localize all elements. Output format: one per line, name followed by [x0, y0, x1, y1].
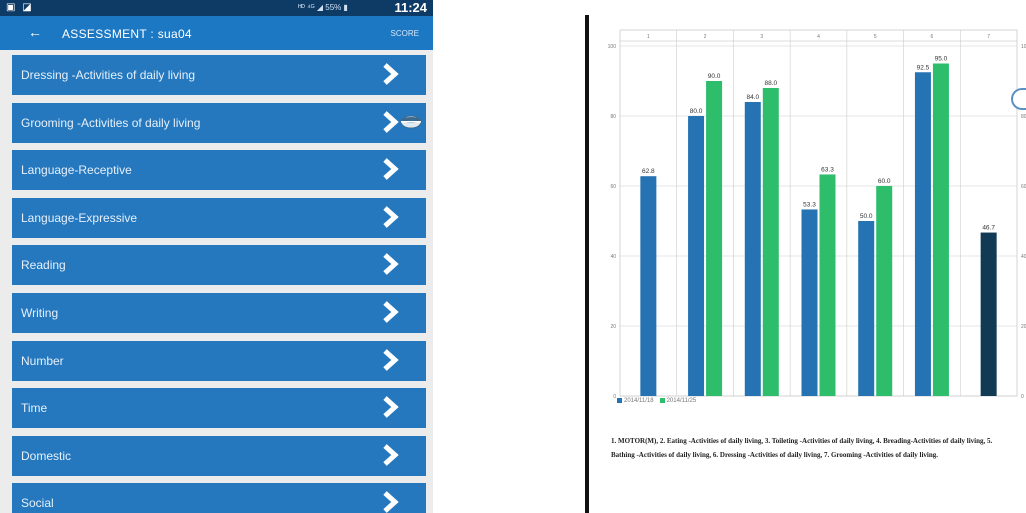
legend-item: 2014/11/25 [659, 398, 697, 405]
list-item-label: Time [21, 401, 48, 416]
list-item[interactable]: Number [12, 340, 426, 381]
chevron-right-icon [380, 490, 402, 513]
data-label: 90.0 [708, 73, 721, 80]
x-tick-label: 4 [817, 34, 820, 40]
list-item[interactable]: Dressing -Activities of daily living [12, 55, 426, 95]
x-tick-label: 7 [987, 34, 990, 40]
list-item-label: Writing [21, 305, 59, 320]
chevron-right-icon [380, 205, 402, 229]
score-button[interactable]: SCORE [390, 29, 419, 38]
scroll-handle[interactable] [1011, 88, 1026, 110]
y-tick-label: 40 [610, 254, 616, 260]
legend-label: 2014/11/18 [624, 398, 654, 405]
bar [640, 176, 657, 396]
bar-chart: 0 0 20 20 40 40 60 60 80 80 100 100 1 2 3 4 5 6 7 62.8 80.0 9… [593, 0, 1026, 513]
list-item-label: Domestic [21, 448, 72, 463]
list-item[interactable]: Time [12, 388, 426, 429]
list-item-label: Number [21, 353, 64, 368]
chevron-right-icon [380, 62, 402, 86]
y-tick-label: 60 [610, 184, 616, 190]
status-bar: ▣ ◪ ᴴᴰ ⁴ᴳ ◢ 55% ▮ 11:24 [0, 0, 433, 16]
y-tick-label-right: 100 [1021, 44, 1026, 50]
list-item[interactable]: Grooming -Activities of daily living [12, 102, 426, 143]
app-bar: ← ASSESSMENT : sua04 SCORE [0, 16, 433, 50]
chevron-right-icon [380, 110, 402, 134]
list-item[interactable]: Domestic [12, 435, 426, 476]
list-item[interactable]: Language-Receptive [12, 150, 426, 191]
data-label: 92.5 [917, 64, 930, 71]
chevron-right-icon [380, 157, 402, 181]
phone-screenshot: ▣ ◪ ᴴᴰ ⁴ᴳ ◢ 55% ▮ 11:24 ← ASSESSMENT : s… [0, 0, 433, 513]
chart-caption: 1. MOTOR(M), 2. Eating -Activities of da… [611, 437, 993, 459]
bar [858, 221, 875, 396]
chevron-right-icon [380, 395, 402, 419]
chart-legend: 2014/11/18 2014/11/25 [617, 398, 696, 404]
list-item-label: Dressing -Activities of daily living [21, 68, 196, 82]
assessment-list: Dressing -Activities of daily living Groo… [12, 55, 426, 513]
list-item[interactable]: Writing [12, 292, 426, 333]
list-item-label: Reading [21, 258, 66, 273]
y-tick-label-right: 80 [1021, 114, 1026, 120]
eye-icon [400, 115, 422, 129]
list-item[interactable]: Reading [12, 245, 426, 286]
y-tick-label: 80 [610, 114, 616, 120]
clock: 11:24 [394, 0, 427, 15]
legend-swatch [659, 398, 665, 403]
y-tick-label-right: 20 [1021, 324, 1026, 330]
chevron-right-icon [380, 252, 402, 276]
y-tick-label: 20 [610, 324, 616, 330]
x-tick-label: 3 [760, 34, 763, 40]
list-item-label: Social [21, 496, 54, 511]
y-tick-label: 0 [613, 394, 616, 400]
divider [585, 15, 589, 513]
list-item-label: Language-Expressive [21, 210, 138, 225]
data-label: 46.7 [982, 225, 995, 232]
legend-label: 2014/11/25 [666, 398, 697, 405]
chevron-right-icon [380, 443, 402, 467]
bar [980, 232, 997, 396]
signal-battery-icons: ᴴᴰ ⁴ᴳ ◢ 55% ▮ [298, 3, 348, 12]
x-tick-label: 5 [874, 34, 877, 40]
x-tick-label: 1 [647, 34, 650, 40]
notification-icons: ▣ ◪ [6, 2, 34, 13]
data-label: 84.0 [746, 94, 759, 101]
chart-canvas: 0 0 20 20 40 40 60 60 80 80 100 100 1 2 3 4 5 6 7 62.8 80.0 9… [608, 29, 1026, 400]
bar [914, 72, 931, 396]
bar [819, 174, 836, 396]
x-tick-label: 2 [704, 34, 707, 40]
y-tick-label-right: 60 [1021, 184, 1026, 190]
bar [706, 81, 723, 396]
list-item-label: Grooming -Activities of daily living [21, 115, 201, 130]
plot-frame [619, 29, 1018, 397]
bar [801, 209, 818, 396]
y-tick-label-right: 0 [1021, 394, 1024, 400]
x-tick-label: 6 [931, 34, 934, 40]
chevron-right-icon [380, 348, 402, 372]
data-label: 80.0 [690, 108, 703, 115]
back-arrow-icon[interactable]: ← [28, 24, 42, 40]
y-tick-label: 100 [608, 44, 617, 50]
data-label: 53.3 [803, 201, 816, 208]
bar [932, 63, 949, 396]
data-label: 63.3 [821, 166, 834, 173]
bar [876, 186, 893, 396]
page-title: ASSESSMENT : sua04 [62, 27, 192, 41]
legend-swatch [617, 398, 622, 403]
bar [744, 102, 761, 396]
chevron-right-icon [380, 300, 402, 324]
data-label: 88.0 [764, 80, 777, 87]
y-tick-label-right: 40 [1021, 254, 1026, 260]
list-item-label: Language-Receptive [21, 163, 132, 178]
list-item[interactable]: Social [12, 483, 426, 513]
legend-item: 2014/11/18 [617, 398, 654, 404]
list-item[interactable]: Language-Expressive [12, 197, 426, 238]
data-label: 50.0 [860, 213, 873, 220]
bar [688, 116, 705, 396]
data-label: 95.0 [935, 56, 948, 63]
data-label: 60.0 [878, 178, 891, 185]
bar [762, 88, 779, 396]
data-label: 62.8 [642, 168, 655, 175]
